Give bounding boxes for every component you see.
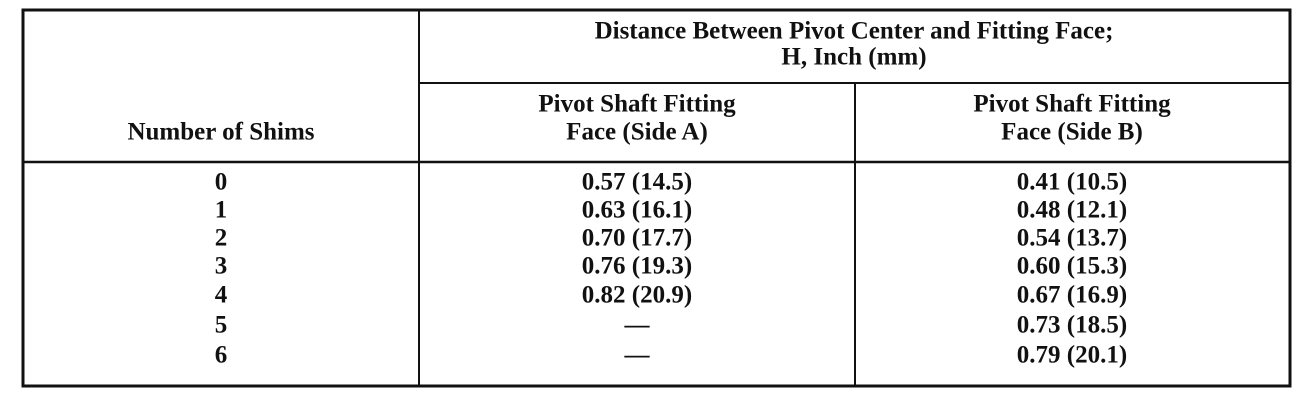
cell: 4 bbox=[215, 282, 228, 309]
cell: — bbox=[624, 342, 651, 369]
cell: 0.63 (16.1) bbox=[582, 197, 692, 224]
cell: 0 bbox=[215, 169, 228, 196]
cell: 5 bbox=[215, 312, 228, 339]
cell: 2 bbox=[215, 225, 228, 252]
cell: 0.48 (12.1) bbox=[1017, 197, 1127, 224]
cell: 0.82 (20.9) bbox=[582, 282, 692, 309]
cell: 0.54 (13.7) bbox=[1017, 225, 1127, 252]
group-header: Distance Between Pivot Center and Fittin… bbox=[595, 18, 1114, 45]
cell: — bbox=[624, 312, 651, 339]
column-header: Face (Side B) bbox=[1001, 119, 1143, 146]
cell: 0.60 (15.3) bbox=[1017, 253, 1127, 280]
cell: 3 bbox=[215, 253, 228, 280]
table-border bbox=[21, 8, 1292, 388]
cell: 0.70 (17.7) bbox=[582, 225, 692, 252]
group-header: H, Inch (mm) bbox=[781, 44, 926, 71]
cell: 6 bbox=[215, 342, 228, 369]
cell: 0.67 (16.9) bbox=[1017, 282, 1127, 309]
cell: 0.57 (14.5) bbox=[582, 169, 692, 196]
column-header: Pivot Shaft Fitting bbox=[973, 91, 1171, 118]
cell: 0.76 (19.3) bbox=[582, 253, 692, 280]
cell: 0.73 (18.5) bbox=[1017, 312, 1127, 339]
column-header: Number of Shims bbox=[127, 119, 314, 146]
cell: 1 bbox=[215, 197, 228, 224]
cell: 0.79 (20.1) bbox=[1017, 342, 1127, 369]
cell: 0.41 (10.5) bbox=[1017, 169, 1127, 196]
column-header: Pivot Shaft Fitting bbox=[538, 91, 736, 118]
column-header: Face (Side A) bbox=[566, 119, 708, 146]
